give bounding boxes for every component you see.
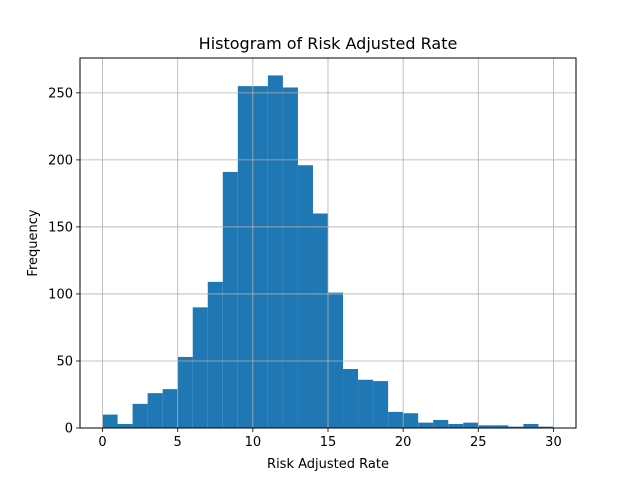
y-axis-ticks: 0 50 100 150 200 250 — [48, 86, 80, 437]
y-axis-label: Frequency — [26, 209, 41, 276]
histogram-bar — [358, 379, 374, 428]
histogram-bar — [222, 171, 238, 428]
x-tick-label: 0 — [98, 435, 106, 450]
x-tick-label: 10 — [245, 435, 262, 450]
x-axis-label: Risk Adjusted Rate — [267, 457, 389, 472]
histogram-bar — [237, 86, 253, 429]
histogram-bar — [493, 425, 509, 428]
histogram-bar — [132, 403, 148, 428]
histogram-bar — [312, 213, 328, 428]
histogram-bar — [102, 414, 118, 428]
histogram-bar — [207, 281, 223, 428]
y-tick-label: 50 — [56, 354, 73, 369]
x-tick-label: 20 — [395, 435, 412, 450]
histogram-bar — [478, 425, 494, 428]
y-tick-label: 100 — [48, 287, 73, 302]
histogram-bars — [102, 75, 554, 429]
histogram-bar — [177, 356, 193, 428]
x-axis-ticks: 0 5 10 15 20 25 30 — [98, 428, 562, 450]
histogram-bar — [117, 423, 133, 428]
histogram-bar — [328, 292, 344, 428]
histogram-bar — [538, 426, 554, 428]
histogram-bar — [388, 411, 404, 428]
histogram-bar — [403, 413, 419, 428]
histogram-bar — [523, 423, 539, 428]
y-tick-label: 200 — [48, 153, 73, 168]
histogram-bar — [508, 426, 524, 428]
histogram-bar — [463, 422, 479, 428]
histogram-bar — [418, 422, 434, 428]
histogram-bar — [192, 307, 208, 428]
histogram-bar — [267, 75, 283, 428]
x-tick-label: 15 — [320, 435, 337, 450]
histogram-bar — [433, 419, 449, 428]
histogram-bar — [162, 389, 178, 428]
histogram-bar — [373, 381, 389, 428]
x-tick-label: 25 — [470, 435, 487, 450]
histogram-bar — [252, 86, 268, 429]
chart-title: Histogram of Risk Adjusted Rate — [199, 34, 458, 53]
x-tick-label: 30 — [545, 435, 562, 450]
x-tick-label: 5 — [174, 435, 182, 450]
histogram-bar — [282, 87, 298, 429]
histogram-bar — [448, 423, 464, 428]
y-tick-label: 0 — [65, 422, 73, 437]
histogram-bar — [147, 393, 163, 428]
histogram-bar — [297, 165, 313, 428]
y-tick-label: 250 — [48, 86, 73, 101]
histogram-bar — [343, 369, 359, 428]
y-tick-label: 150 — [48, 220, 73, 235]
